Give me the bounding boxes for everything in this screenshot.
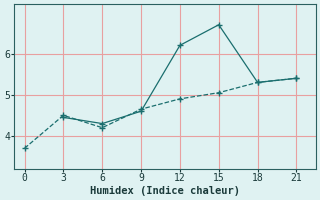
X-axis label: Humidex (Indice chaleur): Humidex (Indice chaleur) (90, 186, 240, 196)
